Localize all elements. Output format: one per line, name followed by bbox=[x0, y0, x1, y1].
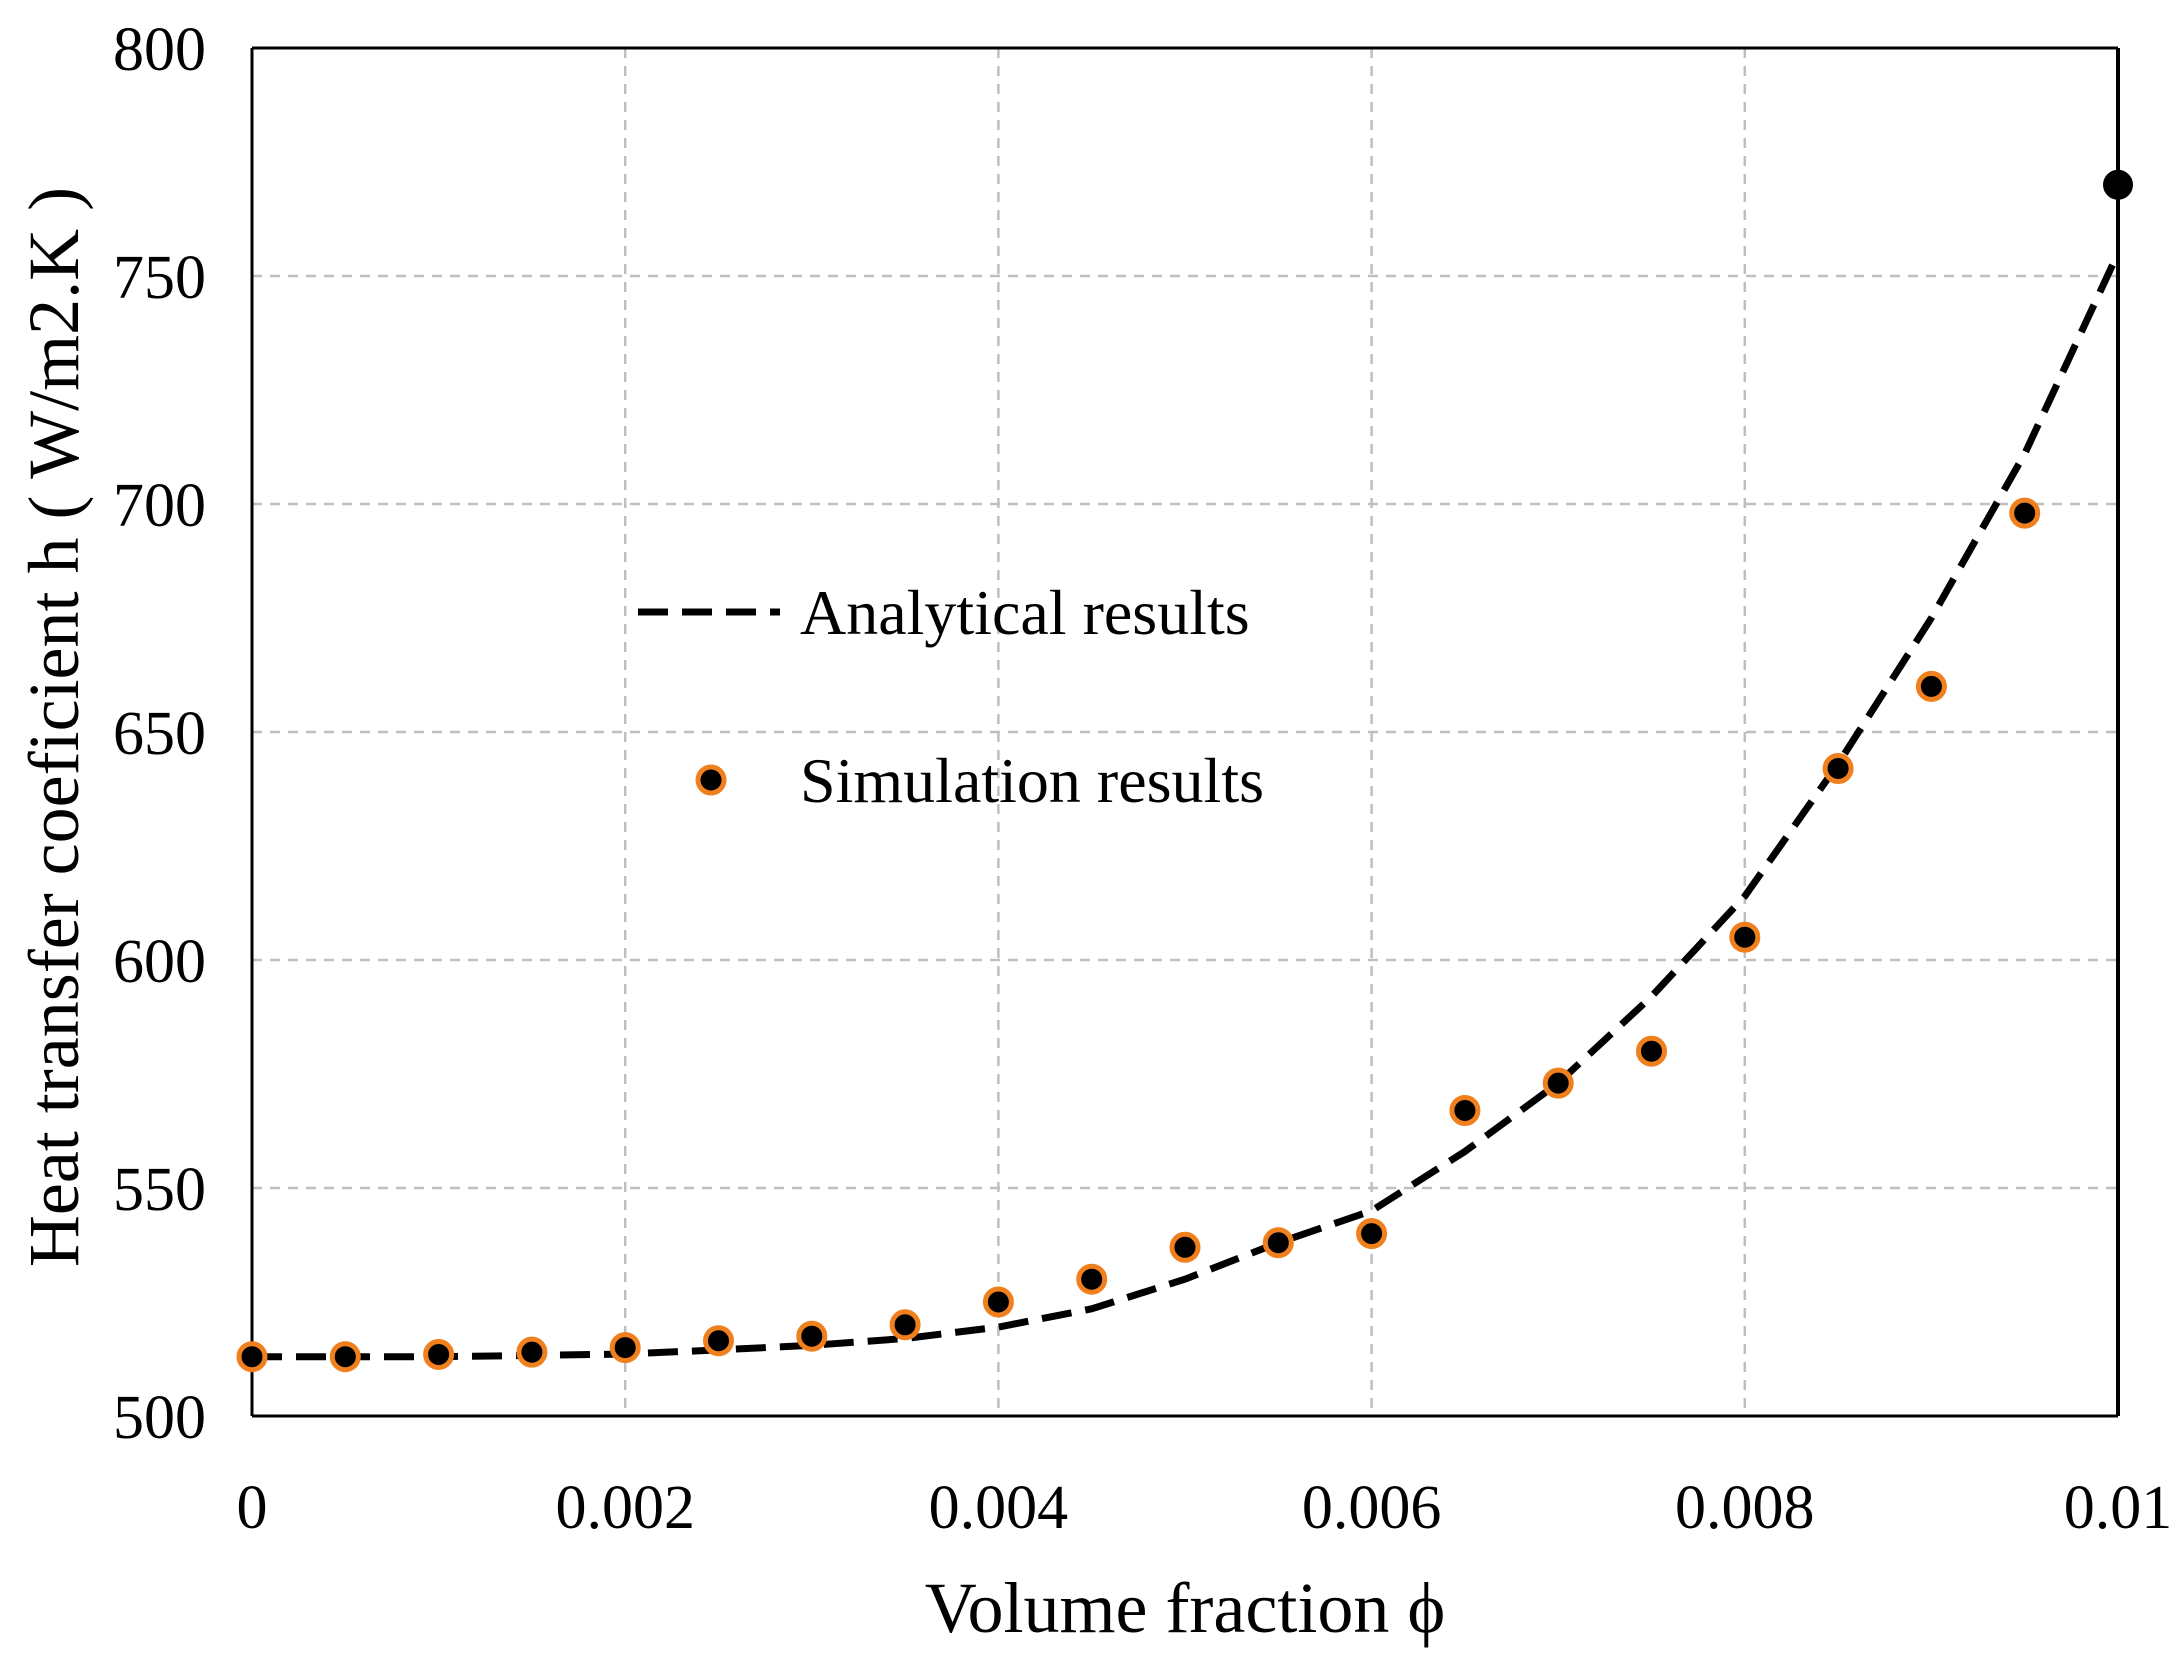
simulation-point bbox=[236, 1341, 268, 1373]
y-tick-label: 800 bbox=[113, 16, 206, 84]
x-axis-title: Volume fraction ϕ bbox=[925, 1568, 1445, 1648]
x-tick-label: 0.01 bbox=[2064, 1474, 2173, 1542]
tick-labels: 0 0.002 0.004 0.006 0.008 0.01 500 550 600 650 700… bbox=[113, 16, 2172, 1542]
simulation-point bbox=[1356, 1218, 1388, 1250]
simulation-point bbox=[2103, 169, 2133, 200]
simulation-point bbox=[1915, 670, 1947, 702]
simulation-point bbox=[516, 1336, 548, 1368]
legend: Analytical results Simulation results bbox=[638, 577, 1264, 816]
simulation-point bbox=[423, 1338, 455, 1370]
y-axis-title: Heat transfer coeficient h ( W/m2.K ) bbox=[14, 187, 94, 1267]
y-tick-label: 500 bbox=[113, 1384, 206, 1452]
simulation-point bbox=[1076, 1263, 1108, 1295]
axes bbox=[250, 46, 2120, 1418]
simulation-point bbox=[1169, 1231, 1201, 1263]
legend-marker-sample bbox=[695, 764, 727, 796]
simulation-point bbox=[1449, 1094, 1481, 1126]
simulation-point bbox=[796, 1320, 828, 1352]
simulation-point bbox=[1729, 921, 1761, 953]
simulation-point bbox=[1262, 1227, 1294, 1259]
x-tick-label: 0.006 bbox=[1302, 1474, 1442, 1542]
simulation-point bbox=[1636, 1035, 1667, 1067]
x-tick-label: 0.002 bbox=[555, 1474, 695, 1542]
legend-label-analytical: Analytical results bbox=[800, 577, 1250, 648]
simulation-point bbox=[1542, 1067, 1574, 1099]
x-tick-label: 0.008 bbox=[1675, 1474, 1815, 1542]
series bbox=[236, 169, 2133, 1373]
simulation-point bbox=[889, 1309, 921, 1341]
y-tick-label: 700 bbox=[113, 472, 206, 540]
y-tick-label: 750 bbox=[113, 244, 206, 312]
y-tick-label: 600 bbox=[113, 928, 206, 996]
simulation-point bbox=[609, 1332, 641, 1364]
simulation-point bbox=[982, 1286, 1014, 1318]
y-tick-label: 650 bbox=[113, 700, 206, 768]
simulation-point bbox=[329, 1341, 361, 1373]
legend-label-simulation: Simulation results bbox=[800, 745, 1264, 816]
simulation-point bbox=[703, 1325, 734, 1357]
grid-lines bbox=[252, 48, 2118, 1416]
simulation-point bbox=[1822, 752, 1854, 784]
x-tick-label: 0 bbox=[237, 1474, 268, 1542]
x-tick-label: 0.004 bbox=[929, 1474, 1069, 1542]
analytical-curve bbox=[252, 251, 2122, 1361]
simulation-point bbox=[2009, 497, 2041, 529]
y-tick-label: 550 bbox=[113, 1156, 206, 1224]
